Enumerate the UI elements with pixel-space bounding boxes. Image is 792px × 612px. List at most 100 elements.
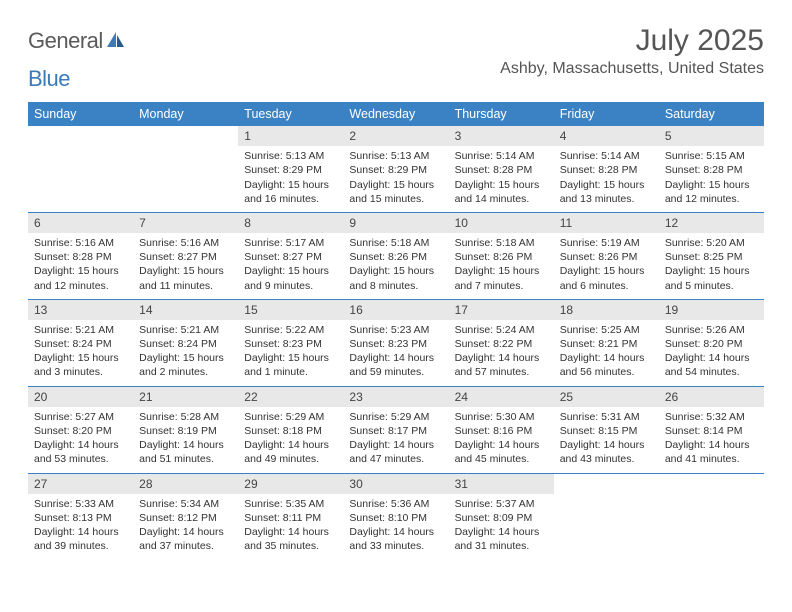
day-body: Sunrise: 5:14 AMSunset: 8:28 PMDaylight:… (449, 146, 554, 212)
day-body: Sunrise: 5:16 AMSunset: 8:27 PMDaylight:… (133, 233, 238, 299)
day-cell: 31Sunrise: 5:37 AMSunset: 8:09 PMDayligh… (449, 474, 554, 560)
day-cell: 25Sunrise: 5:31 AMSunset: 8:15 PMDayligh… (554, 387, 659, 473)
daylight-line-1: Daylight: 15 hours (560, 264, 653, 278)
day-number: 1 (238, 126, 343, 146)
day-number: 24 (449, 387, 554, 407)
day-number: 16 (343, 300, 448, 320)
day-cell: 16Sunrise: 5:23 AMSunset: 8:23 PMDayligh… (343, 300, 448, 386)
month-title: July 2025 (500, 24, 764, 58)
day-cell: 2Sunrise: 5:13 AMSunset: 8:29 PMDaylight… (343, 126, 448, 212)
sunset-line: Sunset: 8:17 PM (349, 424, 442, 438)
day-number: 7 (133, 213, 238, 233)
day-body: Sunrise: 5:29 AMSunset: 8:17 PMDaylight:… (343, 407, 448, 473)
day-body: Sunrise: 5:19 AMSunset: 8:26 PMDaylight:… (554, 233, 659, 299)
day-number: 28 (133, 474, 238, 494)
sunrise-line: Sunrise: 5:33 AM (34, 497, 127, 511)
sunrise-line: Sunrise: 5:25 AM (560, 323, 653, 337)
daylight-line-2: and 16 minutes. (244, 192, 337, 206)
day-body: Sunrise: 5:23 AMSunset: 8:23 PMDaylight:… (343, 320, 448, 386)
day-body: Sunrise: 5:13 AMSunset: 8:29 PMDaylight:… (343, 146, 448, 212)
day-number: 31 (449, 474, 554, 494)
week-row: 20 Sunrise: 5:27 AMSunset: 8:20 PM Dayligh… (28, 387, 764, 474)
daylight-line-1: Daylight: 14 hours (665, 438, 758, 452)
day-cell: 3Sunrise: 5:14 AMSunset: 8:28 PMDaylight… (449, 126, 554, 212)
daylight-line-2: and 14 minutes. (455, 192, 548, 206)
sunset-line: Sunset: 8:20 PM (34, 424, 127, 438)
sunset-line: Sunset: 8:28 PM (34, 250, 127, 264)
day-cell: 14Sunrise: 5:21 AMSunset: 8:24 PMDayligh… (133, 300, 238, 386)
day-body: Sunrise: 5:13 AMSunset: 8:29 PMDaylight:… (238, 146, 343, 212)
logo-text-2: Blue (28, 66, 70, 92)
week-row: 1Sunrise: 5:13 AMSunset: 8:29 PMDaylight… (28, 126, 764, 213)
day-cell: 13Sunrise: 5:21 AMSunset: 8:24 PMDayligh… (28, 300, 133, 386)
day-body: Sunrise: 5:18 AMSunset: 8:26 PMDaylight:… (343, 233, 448, 299)
day-body: Sunrise: 5:28 AMSunset: 8:19 PMDaylight:… (133, 407, 238, 473)
sunrise-line: Sunrise: 5:28 AM (139, 410, 232, 424)
logo-sail-icon (106, 31, 126, 54)
day-body: Sunrise: 5:17 AMSunset: 8:27 PMDaylight:… (238, 233, 343, 299)
sunset-line: Sunset: 8:29 PM (349, 163, 442, 177)
sunrise-line: Sunrise: 5:13 AM (244, 149, 337, 163)
daylight-line-1: Daylight: 15 hours (665, 264, 758, 278)
sunset-line: Sunset: 8:26 PM (349, 250, 442, 264)
day-cell: 11Sunrise: 5:19 AMSunset: 8:26 PMDayligh… (554, 213, 659, 299)
daylight-line-2: and 41 minutes. (665, 452, 758, 466)
daylight-line-2: and 11 minutes. (139, 279, 232, 293)
weeks-container: 1Sunrise: 5:13 AMSunset: 8:29 PMDaylight… (28, 126, 764, 559)
day-number: 27 (28, 474, 133, 494)
sunrise-line: Sunrise: 5:17 AM (244, 236, 337, 250)
day-body: Sunrise: 5:31 AMSunset: 8:15 PMDaylight:… (554, 407, 659, 473)
calendar-grid: Sunday Monday Tuesday Wednesday Thursday… (28, 102, 764, 559)
daylight-line-1: Daylight: 15 hours (349, 264, 442, 278)
day-number: 20 (28, 387, 133, 407)
sunset-line: Sunset: 8:18 PM (244, 424, 337, 438)
sunrise-line: Sunrise: 5:34 AM (139, 497, 232, 511)
day-body: Sunrise: 5:25 AMSunset: 8:21 PMDaylight:… (554, 320, 659, 386)
day-header-tue: Tuesday (238, 102, 343, 126)
day-body: Sunrise: 5:29 AMSunset: 8:18 PMDaylight:… (238, 407, 343, 473)
sunset-line: Sunset: 8:26 PM (560, 250, 653, 264)
day-body: Sunrise: 5:34 AMSunset: 8:12 PMDaylight:… (133, 494, 238, 560)
sunrise-line: Sunrise: 5:16 AM (139, 236, 232, 250)
sunset-line: Sunset: 8:13 PM (34, 511, 127, 525)
day-number: 18 (554, 300, 659, 320)
daylight-line-2: and 1 minute. (244, 365, 337, 379)
daylight-line-2: and 2 minutes. (139, 365, 232, 379)
sunrise-line: Sunrise: 5:30 AM (455, 410, 548, 424)
sunset-line: Sunset: 8:23 PM (244, 337, 337, 351)
sunrise-line: Sunrise: 5:36 AM (349, 497, 442, 511)
day-cell: 22Sunrise: 5:29 AMSunset: 8:18 PMDayligh… (238, 387, 343, 473)
daylight-line-1: Daylight: 15 hours (34, 264, 127, 278)
sunset-line: Sunset: 8:26 PM (455, 250, 548, 264)
sunrise-line: Sunrise: 5:20 AM (665, 236, 758, 250)
sunrise-line: Sunrise: 5:27 AM (34, 410, 127, 424)
daylight-line-1: Daylight: 15 hours (244, 351, 337, 365)
day-number: 14 (133, 300, 238, 320)
day-body: Sunrise: 5:22 AMSunset: 8:23 PMDaylight:… (238, 320, 343, 386)
day-cell: 27Sunrise: 5:33 AMSunset: 8:13 PMDayligh… (28, 474, 133, 560)
sunset-line: Sunset: 8:28 PM (560, 163, 653, 177)
day-header-mon: Monday (133, 102, 238, 126)
sunrise-line: Sunrise: 5:32 AM (665, 410, 758, 424)
day-number: 22 (238, 387, 343, 407)
daylight-line-1: Daylight: 14 hours (560, 351, 653, 365)
sunset-line: Sunset: 8:16 PM (455, 424, 548, 438)
day-cell: 15Sunrise: 5:22 AMSunset: 8:23 PMDayligh… (238, 300, 343, 386)
daylight-line-1: Daylight: 14 hours (665, 351, 758, 365)
sunrise-line: Sunrise: 5:18 AM (455, 236, 548, 250)
day-cell (659, 474, 764, 560)
daylight-line-2: and 8 minutes. (349, 279, 442, 293)
daylight-line-2: and 43 minutes. (560, 452, 653, 466)
daylight-line-2: and 12 minutes. (665, 192, 758, 206)
sunset-line: Sunset: 8:12 PM (139, 511, 232, 525)
day-number: 15 (238, 300, 343, 320)
daylight-line-2: and 57 minutes. (455, 365, 548, 379)
day-cell: 18Sunrise: 5:25 AMSunset: 8:21 PMDayligh… (554, 300, 659, 386)
day-cell: 1Sunrise: 5:13 AMSunset: 8:29 PMDaylight… (238, 126, 343, 212)
day-cell: 5Sunrise: 5:15 AMSunset: 8:28 PMDaylight… (659, 126, 764, 212)
day-cell: 20Sunrise: 5:27 AMSunset: 8:20 PMDayligh… (28, 387, 133, 473)
sunrise-line: Sunrise: 5:18 AM (349, 236, 442, 250)
day-number: 10 (449, 213, 554, 233)
day-body: Sunrise: 5:35 AMSunset: 8:11 PMDaylight:… (238, 494, 343, 560)
day-number: 4 (554, 126, 659, 146)
